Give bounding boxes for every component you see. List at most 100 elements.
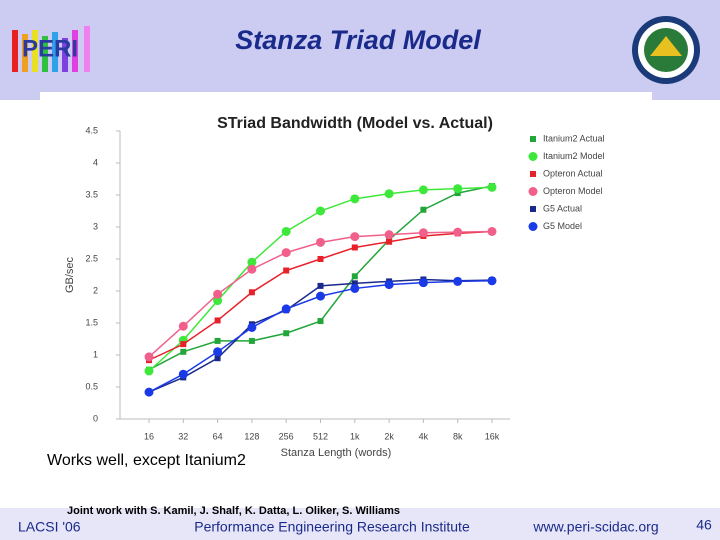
point: [144, 387, 154, 397]
logo: PERI: [12, 26, 90, 72]
point: [384, 189, 394, 199]
y-tick-label: 1: [93, 349, 98, 359]
legend-label: G5 Model: [543, 221, 582, 231]
x-tick-label: 16: [144, 431, 154, 441]
point: [144, 352, 154, 362]
x-tick-label: 4k: [419, 431, 429, 441]
point: [213, 296, 223, 306]
point: [528, 152, 538, 161]
logo-bar: [84, 26, 90, 72]
logo-bar: [22, 34, 28, 72]
point: [178, 369, 188, 379]
point: [418, 185, 428, 195]
y-tick-label: 2.5: [85, 253, 98, 263]
point: [317, 256, 324, 262]
point: [386, 238, 393, 245]
logo-text: PERI: [22, 35, 78, 62]
point: [530, 171, 536, 177]
point: [283, 330, 290, 337]
chart-title: STriad Bandwidth (Model vs. Actual): [217, 115, 493, 132]
logo-bar: [42, 36, 48, 72]
point: [316, 237, 325, 247]
y-tick-label: 1.5: [85, 317, 98, 327]
point: [283, 267, 290, 274]
y-tick-label: 0.5: [85, 381, 98, 391]
x-axis-label: Stanza Length (words): [281, 447, 392, 459]
y-tick-label: 4: [93, 157, 98, 167]
point: [247, 257, 257, 267]
point: [528, 187, 538, 196]
footer-left: LACSI '06: [18, 519, 81, 535]
chart: STriad Bandwidth (Model vs. Actual) Stan…: [64, 115, 605, 459]
point: [350, 194, 360, 204]
x-tick-label: 1k: [350, 431, 360, 441]
page-number: 46: [696, 517, 712, 533]
point: [530, 206, 536, 212]
x-tick-label: 64: [213, 431, 223, 441]
point: [247, 264, 257, 274]
point: [178, 321, 188, 331]
point: [530, 136, 536, 142]
point: [281, 248, 291, 258]
point: [214, 337, 221, 344]
point: [350, 232, 360, 242]
slide-title: Stanza Triad Model: [235, 25, 481, 55]
point: [316, 206, 325, 216]
x-tick-label: 2k: [384, 431, 394, 441]
point: [351, 280, 358, 287]
point: [180, 341, 187, 348]
logo-bar: [52, 32, 58, 72]
point: [453, 184, 463, 194]
legend-label: G5 Actual: [543, 203, 582, 213]
point: [248, 289, 255, 296]
x-tick-label: 32: [178, 431, 188, 441]
point: [453, 276, 463, 286]
logo-bar: [12, 30, 18, 72]
x-tick-label: 512: [313, 431, 328, 441]
legend-label: Itanium2 Actual: [543, 133, 605, 143]
y-axis-label: GB/sec: [64, 256, 76, 293]
doe-seal: [632, 16, 700, 84]
point: [316, 291, 325, 301]
seal-emblem: [650, 36, 682, 56]
logo-bar: [32, 30, 38, 72]
point: [487, 276, 497, 286]
point: [214, 355, 221, 362]
legend-label: Opteron Actual: [543, 168, 603, 178]
point: [180, 348, 187, 355]
credit: Joint work with S. Kamil, J. Shalf, K. D…: [67, 505, 400, 517]
point: [247, 322, 257, 332]
point: [144, 366, 154, 376]
caption: Works well, except Itanium2: [47, 452, 246, 469]
point: [351, 273, 358, 280]
point: [384, 230, 394, 240]
point: [418, 228, 428, 238]
y-tick-label: 3: [93, 221, 98, 231]
x-tick-label: 128: [244, 431, 259, 441]
logo-bar: [62, 38, 68, 72]
point: [384, 280, 394, 290]
footer-center: Performance Engineering Research Institu…: [194, 519, 470, 535]
x-tick-label: 16k: [485, 431, 500, 441]
legend-label: Opteron Model: [543, 186, 603, 196]
point: [487, 226, 497, 236]
footer-band: [0, 508, 720, 540]
point: [317, 318, 324, 325]
y-tick-label: 0: [93, 413, 98, 423]
chart-panel: [40, 92, 652, 464]
point: [213, 347, 223, 357]
y-tick-label: 3.5: [85, 189, 98, 199]
point: [248, 337, 255, 344]
legend-label: Itanium2 Model: [543, 151, 605, 161]
y-tick-label: 2: [93, 285, 98, 295]
point: [214, 317, 221, 324]
point: [350, 283, 360, 293]
point: [281, 304, 291, 314]
point: [487, 182, 497, 192]
footer-right: www.peri-scidac.org: [532, 519, 658, 535]
point: [453, 227, 463, 237]
header-band: [0, 0, 720, 100]
point: [528, 222, 538, 231]
point: [418, 278, 428, 288]
